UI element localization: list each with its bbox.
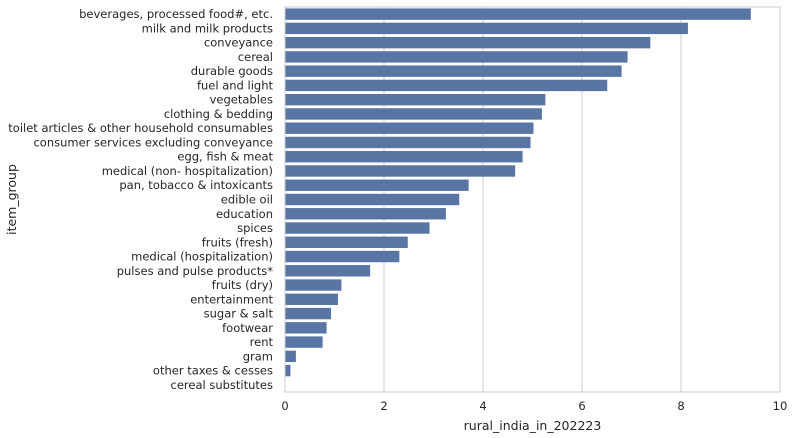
bars bbox=[285, 8, 751, 391]
bar bbox=[285, 250, 400, 263]
y-tick-label: clothing & bedding bbox=[164, 107, 273, 121]
bar bbox=[285, 22, 688, 35]
bar bbox=[285, 165, 516, 177]
bar bbox=[285, 322, 327, 334]
y-tick-label: entertainment bbox=[190, 292, 273, 306]
y-tick-label: conveyance bbox=[204, 36, 273, 50]
bar bbox=[285, 265, 371, 277]
y-tick-label: edible oil bbox=[221, 193, 273, 207]
x-tick-label: 2 bbox=[380, 399, 387, 413]
y-tick-label: sugar & salt bbox=[204, 307, 274, 321]
bar bbox=[285, 151, 523, 163]
x-tick-label: 4 bbox=[479, 399, 486, 413]
y-tick-label: pulses and pulse products* bbox=[117, 264, 274, 278]
y-tick-label: egg, fish & meat bbox=[177, 150, 273, 164]
y-tick-label: spices bbox=[237, 221, 273, 235]
y-tick-label: vegetables bbox=[210, 93, 273, 107]
bar bbox=[285, 208, 446, 220]
y-tick-label: medical (hospitalization) bbox=[131, 250, 273, 264]
y-tick-label: fuel and light bbox=[197, 78, 274, 92]
y-tick-label: gram bbox=[243, 349, 273, 363]
y-tick-label: cereal bbox=[238, 50, 273, 64]
y-tick-labels: beverages, processed food#, etc.milk and… bbox=[8, 7, 273, 392]
y-tick-label: fruits (dry) bbox=[212, 278, 273, 292]
y-tick-label: education bbox=[216, 207, 273, 221]
bar bbox=[285, 350, 296, 363]
y-tick-label: medical (non- hospitalization) bbox=[102, 164, 273, 178]
y-tick-label: beverages, processed food#, etc. bbox=[79, 7, 273, 21]
bar bbox=[285, 236, 408, 248]
bar bbox=[285, 51, 628, 63]
y-tick-label: pan, tobacco & intoxicants bbox=[119, 178, 273, 192]
y-tick-label: rent bbox=[250, 335, 274, 349]
plot-frame bbox=[284, 6, 781, 393]
x-tick-label: 10 bbox=[773, 399, 788, 413]
bar bbox=[285, 293, 338, 306]
x-tick-label: 0 bbox=[281, 399, 288, 413]
y-tick-label: fruits (fresh) bbox=[202, 235, 273, 249]
bar bbox=[285, 222, 430, 234]
y-tick-label: milk and milk products bbox=[142, 21, 273, 35]
y-axis-label: item_group bbox=[4, 164, 19, 235]
bar bbox=[285, 179, 469, 191]
x-tick-label: 6 bbox=[578, 399, 585, 413]
bar bbox=[285, 279, 342, 291]
bar bbox=[285, 79, 608, 92]
y-tick-label: consumer services excluding conveyance bbox=[33, 135, 273, 149]
x-tick-labels: 0 2 4 6 8 10 bbox=[281, 399, 787, 413]
bar bbox=[285, 36, 651, 49]
bar bbox=[285, 108, 542, 120]
y-tick-label: toilet articles & other household consum… bbox=[8, 121, 273, 135]
bar bbox=[285, 136, 531, 149]
y-tick-label: durable goods bbox=[191, 64, 273, 78]
y-tick-label: footwear bbox=[222, 321, 273, 335]
bar bbox=[285, 8, 751, 20]
x-axis-label: rural_india_in_202223 bbox=[464, 418, 602, 433]
bar bbox=[285, 122, 534, 134]
bar bbox=[285, 307, 332, 320]
bar bbox=[285, 336, 323, 348]
x-tick-label: 8 bbox=[677, 399, 684, 413]
bar bbox=[285, 65, 622, 77]
bar bbox=[285, 364, 291, 377]
bar bbox=[285, 93, 546, 106]
y-tick-label: other taxes & cesses bbox=[153, 364, 273, 378]
bar bbox=[285, 193, 460, 206]
y-tick-label: cereal substitutes bbox=[171, 378, 274, 392]
